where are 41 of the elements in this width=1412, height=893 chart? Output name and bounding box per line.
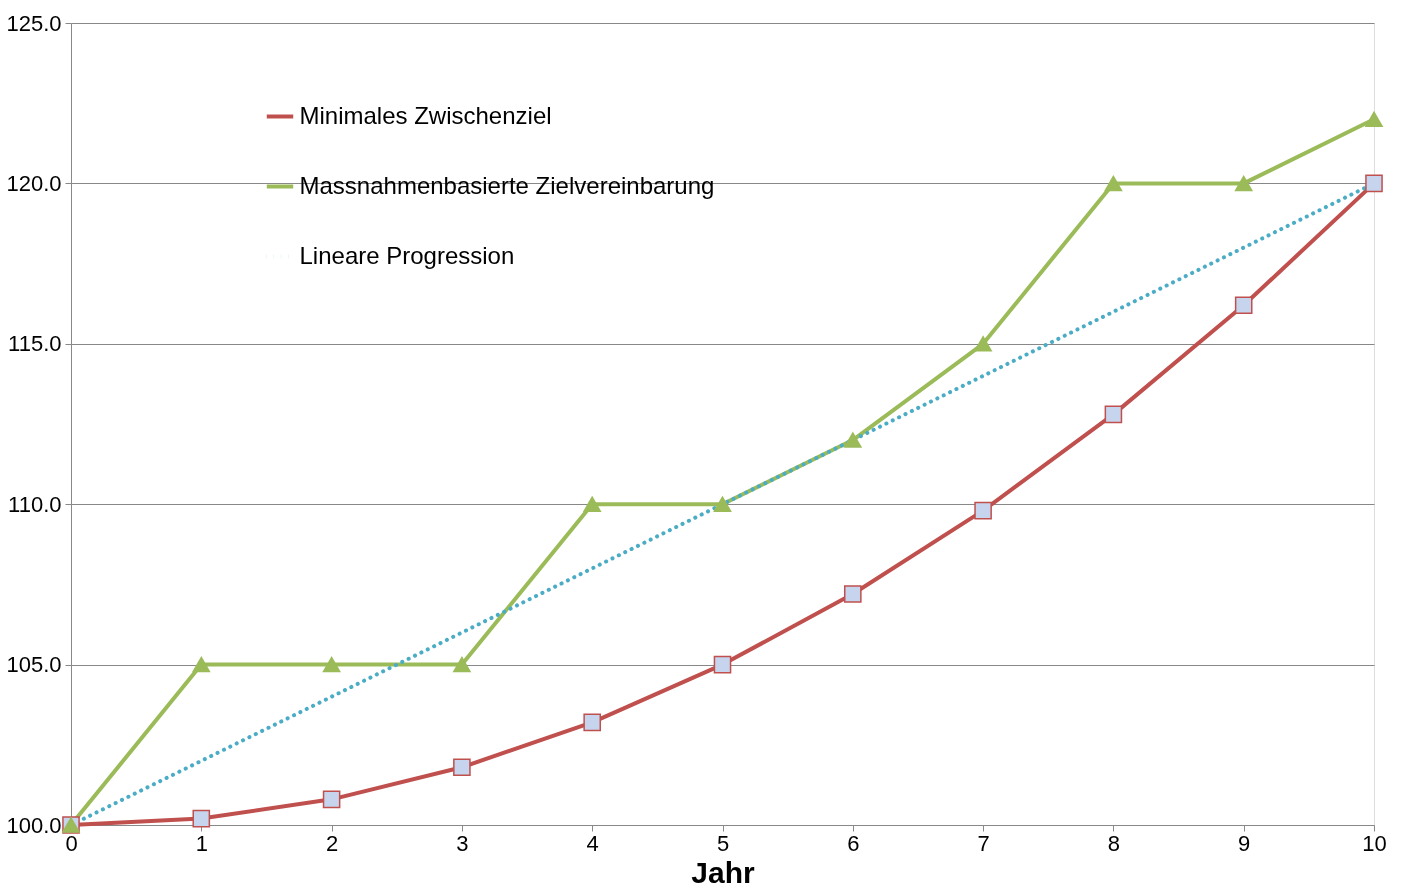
point [192,809,211,828]
x-tick-label: 6 [847,830,860,856]
point [322,656,341,673]
point [1104,175,1123,192]
x-axis-title: Jahr [691,855,756,889]
x-tick-label: 9 [1238,830,1251,856]
x-tick-label: 8 [1107,830,1121,856]
point [843,585,862,603]
y-tick-label: 110.0 [8,491,62,517]
point [1365,174,1383,193]
point [322,790,341,809]
x-tick-label: 5 [716,830,730,856]
legend-label: Minimales Zwischenziel [299,101,552,129]
x-tick-label: 2 [325,830,339,856]
point [713,655,732,674]
y-tick-label: 125.0 [6,10,62,36]
point [713,496,732,512]
y-tick-label: 105.0 [6,652,62,678]
legend-label: Lineare Progression [299,241,515,269]
x-tick-label: 0 [65,830,78,856]
y-tick-label: 120.0 [6,170,62,196]
x-tick-label: 10 [1362,830,1387,856]
point [583,713,602,732]
point [974,336,992,352]
point [843,432,862,448]
x-tick-label: 3 [456,830,469,856]
point [453,758,471,777]
point [1104,405,1123,424]
point [453,656,471,673]
point [1365,111,1383,127]
y-tick-label: 100.0 [6,812,62,838]
point [974,501,992,520]
point [192,656,211,673]
point [1234,175,1253,192]
x-tick-label: 1 [195,830,208,856]
point [1234,296,1253,315]
y-tick-label: 115.0 [8,331,62,357]
x-tick-label: 4 [586,830,599,856]
point [583,496,602,512]
x-tick-label: 7 [977,830,990,856]
legend-label: Massnahmenbasierte Zielvereinbarung [299,171,715,199]
